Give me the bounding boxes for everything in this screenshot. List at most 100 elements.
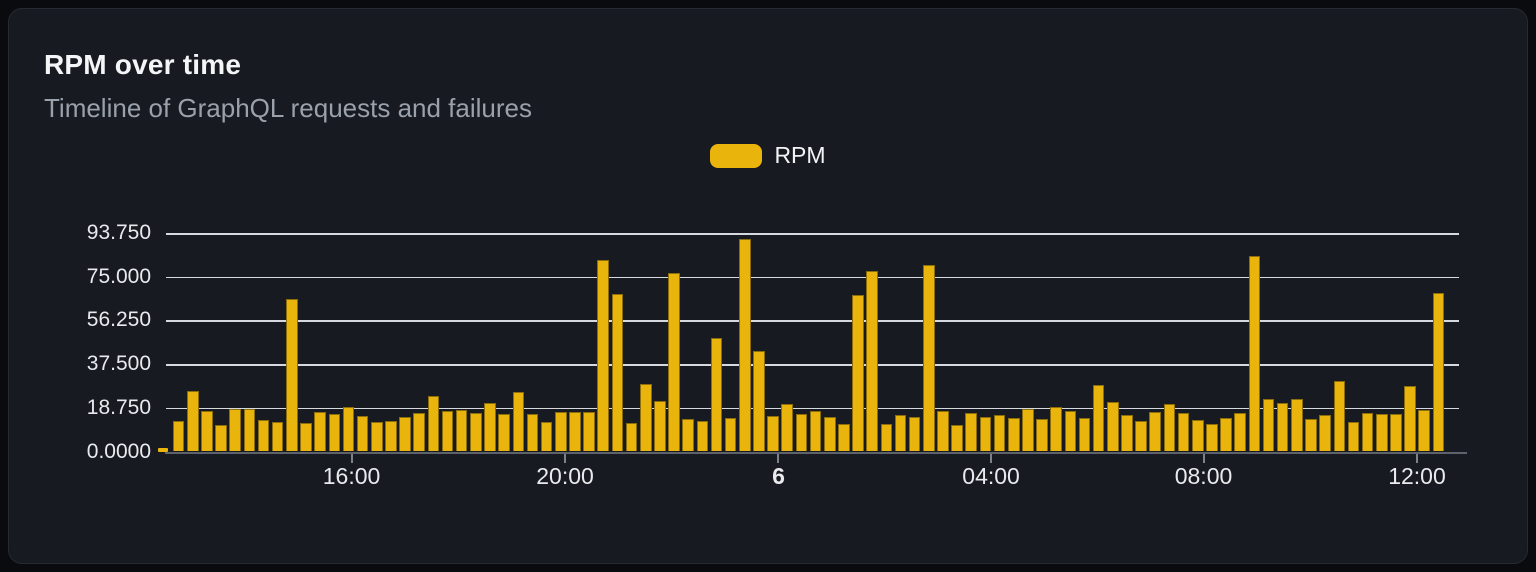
gridline — [166, 320, 1459, 322]
chart-subtitle: Timeline of GraphQL requests and failure… — [44, 93, 532, 123]
rpm-bar — [186, 391, 199, 452]
rpm-bar — [908, 417, 921, 452]
rpm-bar — [1319, 414, 1331, 452]
rpm-bar — [1163, 404, 1176, 452]
rpm-bar — [724, 418, 737, 452]
x-axis-tick-label: 20:00 — [536, 463, 594, 489]
rpm-bar — [1347, 422, 1360, 452]
rpm-bar — [1092, 384, 1105, 452]
rpm-bar — [172, 420, 185, 452]
rpm-bar — [1007, 417, 1020, 452]
rpm-bar — [229, 409, 241, 452]
rpm-bar — [838, 424, 850, 452]
rpm-bar — [1022, 409, 1034, 452]
rpm-bar — [569, 412, 581, 452]
rpm-bar — [668, 273, 680, 452]
x-axis-tick — [1202, 454, 1205, 463]
legend-label: RPM — [774, 142, 826, 168]
rpm-bar — [1418, 409, 1431, 452]
rpm-bar — [498, 413, 510, 452]
rpm-bar — [583, 411, 595, 452]
rpm-bar — [1206, 423, 1218, 452]
rpm-bar — [625, 423, 638, 452]
x-axis-tick-label: 16:00 — [322, 463, 381, 489]
rpm-bar — [611, 293, 624, 452]
rpm-bar — [639, 384, 652, 452]
x-axis-tick — [1415, 454, 1418, 463]
rpm-bar — [1333, 381, 1346, 452]
rpm-bar — [1262, 398, 1275, 452]
rpm-bar — [1276, 403, 1289, 452]
rpm-bar — [385, 421, 397, 452]
rpm-bar — [767, 416, 779, 452]
rpm-bar — [1404, 386, 1416, 452]
rpm-bar — [1191, 419, 1204, 452]
rpm-bar — [441, 411, 454, 452]
rpm-bar — [1078, 417, 1091, 452]
rpm-bar — [1220, 418, 1232, 452]
rpm-bar — [1375, 414, 1388, 452]
rpm-bar — [809, 411, 822, 452]
y-axis-tick-label: 75.000 — [86, 264, 151, 288]
gridline — [166, 233, 1459, 235]
chart-plot-area: 93.750 75.000 56.250 37.500 18.750 0.0000 16:0… — [87, 221, 1467, 489]
rpm-bar — [314, 411, 326, 452]
rpm-bar — [951, 424, 963, 452]
chart-title: RPM over time — [44, 49, 242, 80]
rpm-bar — [399, 417, 411, 452]
rpm-bar — [852, 294, 864, 452]
legend-item-rpm[interactable]: RPM — [710, 142, 826, 169]
rpm-bar — [470, 412, 482, 452]
x-axis-tick — [777, 454, 780, 463]
x-axis-line — [165, 451, 1467, 454]
rpm-bar — [781, 404, 794, 452]
rpm-bar — [1121, 415, 1133, 452]
rpm-bar — [753, 351, 765, 452]
x-axis-tick-label: 08:00 — [1174, 463, 1233, 489]
rpm-bar — [823, 416, 836, 452]
rpm-bar — [923, 264, 935, 452]
y-axis-tick-label: 93.750 — [86, 221, 151, 244]
x-axis-tick-label: 6 — [772, 463, 785, 489]
gridline — [166, 276, 1459, 279]
y-axis-tick-label: 0.0000 — [86, 439, 151, 463]
rpm-bar — [710, 338, 723, 452]
legend-swatch-icon — [710, 143, 763, 168]
rpm-bar — [1234, 413, 1247, 452]
rpm-bar — [1050, 407, 1062, 452]
legend: RPM — [9, 142, 1527, 169]
x-axis-tick — [564, 454, 567, 463]
x-axis-tick-label: 12:00 — [1388, 463, 1446, 489]
rpm-bar — [937, 410, 949, 452]
rpm-bar — [512, 391, 525, 452]
rpm-bar — [682, 419, 694, 452]
rpm-bar — [427, 396, 440, 452]
rpm-bar — [696, 420, 709, 452]
x-axis-tick — [350, 454, 353, 463]
rpm-bar — [215, 424, 227, 452]
rpm-bar — [795, 414, 808, 452]
rpm-bar — [1149, 412, 1162, 452]
rpm-bar — [342, 407, 355, 452]
rpm-bar — [866, 270, 878, 452]
rpm-bar — [880, 423, 893, 452]
rpm-bar — [1361, 412, 1374, 452]
rpm-bar — [1107, 402, 1119, 452]
chart-card: RPM over time Timeline of GraphQL reques… — [8, 8, 1528, 564]
rpm-bar — [455, 410, 468, 452]
rpm-bar — [597, 260, 610, 452]
y-axis-tick-label: 37.500 — [86, 352, 151, 376]
rpm-bar — [526, 414, 539, 452]
y-axis-tick-label: 18.750 — [86, 395, 151, 419]
rpm-bar — [540, 422, 553, 452]
rpm-bar — [271, 421, 284, 452]
rpm-bar — [413, 412, 426, 452]
x-axis-tick-label: 04:00 — [962, 463, 1020, 489]
rpm-bar — [894, 415, 907, 452]
rpm-bar — [965, 412, 978, 452]
rpm-bar — [979, 416, 992, 452]
y-axis-tick-label: 56.250 — [86, 308, 151, 332]
rpm-bar — [739, 238, 751, 452]
rpm-bar — [328, 414, 341, 452]
rpm-bar — [1135, 420, 1147, 452]
